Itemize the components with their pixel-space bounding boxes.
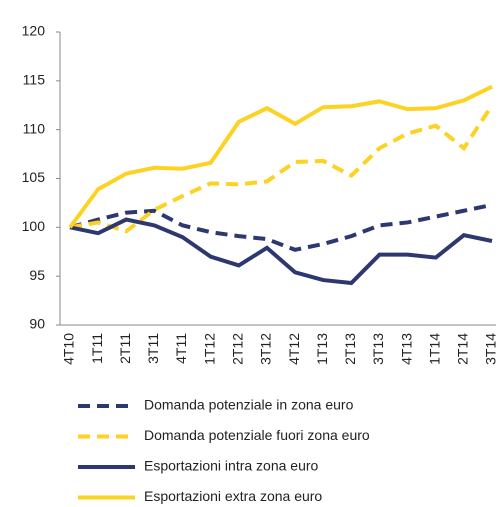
- x-tick-label: 1T14: [426, 333, 442, 365]
- x-tick-label: 3T11: [145, 333, 161, 364]
- x-tick-label: 3T14: [483, 333, 499, 365]
- y-tick-label: 120: [22, 23, 46, 39]
- legend-label: Domanda potenziale in zona euro: [144, 397, 354, 413]
- y-tick-label: 90: [29, 316, 45, 332]
- y-tick-label: 110: [23, 120, 46, 136]
- y-tick-label: 95: [29, 267, 45, 283]
- x-tick-label: 4T13: [398, 333, 414, 365]
- x-tick-label: 4T12: [286, 333, 302, 365]
- legend-label: Esportazioni extra zona euro: [144, 488, 322, 504]
- line-series: [68, 84, 493, 229]
- y-tick-label: 115: [23, 72, 46, 88]
- line-series: [69, 202, 493, 252]
- x-tick-label: 1T13: [314, 333, 330, 365]
- line-series: [69, 104, 494, 234]
- x-tick-label: 2T12: [230, 333, 246, 365]
- x-tick-label: 3T12: [258, 333, 274, 365]
- legend-label: Domanda potenziale fuori zona euro: [144, 427, 370, 443]
- line-series: [69, 217, 493, 286]
- legend-label: Esportazioni intra zona euro: [144, 458, 319, 474]
- x-tick-label: 1T12: [201, 333, 217, 365]
- x-tick-label: 2T14: [455, 333, 471, 365]
- x-tick-label: 1T11: [89, 333, 105, 364]
- x-tick-label: 4T10: [61, 333, 77, 365]
- x-tick-label: 2T11: [117, 333, 133, 364]
- y-tick-label: 100: [22, 218, 46, 234]
- x-tick-label: 4T11: [173, 333, 189, 364]
- y-tick-label: 105: [22, 169, 46, 185]
- x-tick-label: 3T13: [370, 333, 386, 365]
- x-tick-label: 2T13: [342, 333, 358, 365]
